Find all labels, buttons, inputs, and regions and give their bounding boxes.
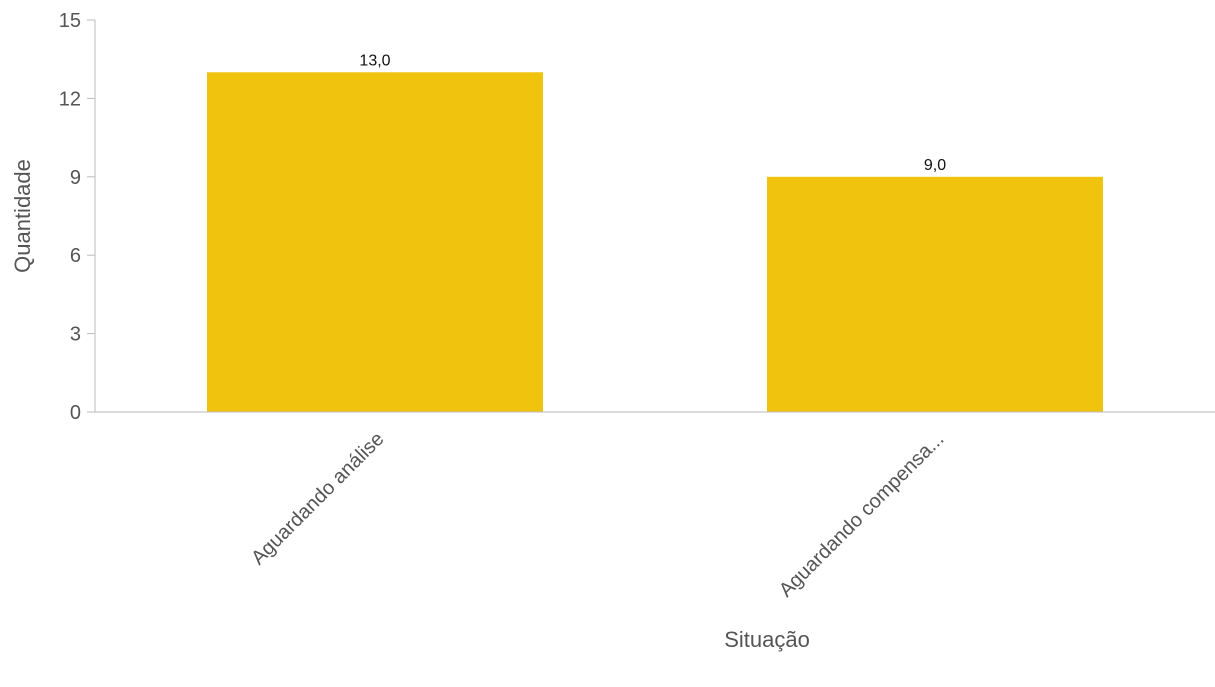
y-tick-label: 12	[59, 88, 81, 110]
x-category-label: Aguardando análise	[247, 428, 388, 569]
bars-group	[207, 72, 1103, 413]
y-tick-label: 0	[70, 402, 81, 424]
y-tick-label: 6	[70, 245, 81, 267]
data-labels-group: 13,0 9,0	[359, 52, 946, 174]
bar-value-label: 13,0	[359, 52, 390, 69]
x-axis-labels: Aguardando análise Aguardando compensa...	[247, 428, 948, 602]
y-axis-title: Quantidade	[10, 159, 35, 273]
y-tick-label: 9	[70, 167, 81, 189]
bar-value-label: 9,0	[924, 157, 946, 174]
y-tick-label: 3	[70, 324, 81, 346]
x-category-label: Aguardando compensa...	[775, 428, 949, 602]
bar[interactable]	[207, 72, 543, 413]
bar[interactable]	[767, 176, 1103, 412]
x-axis-title: Situação	[724, 627, 810, 652]
y-tick-label: 15	[59, 10, 81, 32]
y-axis-ticks: 0 3 6 9 12 15	[59, 10, 95, 424]
